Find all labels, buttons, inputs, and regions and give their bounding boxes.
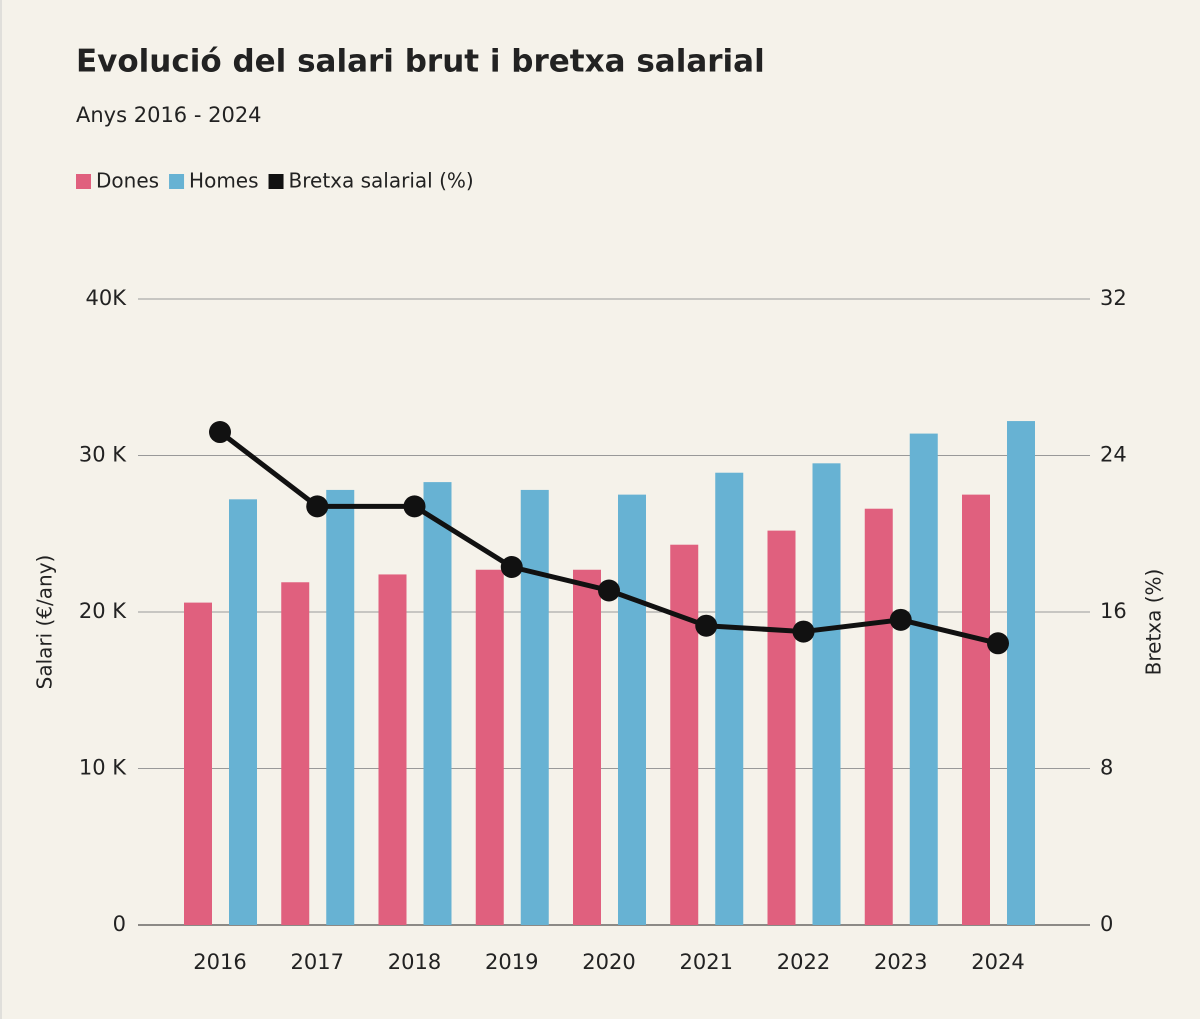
bar bbox=[573, 569, 601, 925]
bar bbox=[520, 489, 549, 925]
line-point bbox=[792, 620, 815, 643]
y2-tick-label: 8 bbox=[1100, 756, 1113, 780]
bar bbox=[767, 530, 796, 925]
y2-tick-label: 32 bbox=[1100, 286, 1127, 310]
legend-label: Bretxa salarial (%) bbox=[289, 169, 474, 193]
legend-label: Dones bbox=[96, 169, 159, 193]
bar bbox=[670, 544, 699, 925]
bar bbox=[1007, 421, 1035, 925]
y2-tick-label: 0 bbox=[1100, 912, 1113, 936]
bar bbox=[962, 494, 990, 925]
line-point bbox=[598, 579, 620, 602]
y2-tick-label: 24 bbox=[1100, 443, 1127, 467]
bar bbox=[715, 472, 744, 925]
y-tick-label: 20 K bbox=[79, 599, 127, 623]
bar bbox=[864, 508, 893, 925]
chart-title: Evolució del salari brut i bretxa salari… bbox=[76, 44, 765, 80]
y-axis-label: Salari (€/any) bbox=[33, 555, 57, 690]
x-tick-label: 2021 bbox=[680, 950, 733, 974]
y-tick-label: 0 bbox=[113, 912, 126, 936]
bar bbox=[229, 499, 257, 925]
x-tick-label: 2022 bbox=[777, 950, 830, 974]
legend-swatch bbox=[169, 174, 185, 189]
bar bbox=[326, 489, 355, 925]
line-point bbox=[695, 614, 718, 637]
legend-label: Homes bbox=[189, 169, 258, 193]
bar bbox=[909, 433, 938, 925]
line-point bbox=[500, 556, 523, 579]
line-point bbox=[209, 421, 231, 444]
line-point bbox=[987, 632, 1009, 655]
legend-swatch bbox=[268, 174, 284, 189]
legend-swatch bbox=[76, 174, 91, 189]
bar bbox=[281, 582, 310, 925]
x-tick-label: 2023 bbox=[874, 950, 927, 974]
bar bbox=[812, 463, 841, 925]
bar bbox=[618, 494, 646, 925]
bar bbox=[423, 482, 452, 925]
bar bbox=[378, 574, 407, 925]
y-tick-label: 40K bbox=[86, 286, 128, 310]
chart-subtitle: Anys 2016 - 2024 bbox=[76, 103, 262, 127]
x-tick-label: 2018 bbox=[388, 950, 441, 974]
legend: Dones Homes Bretxa salarial (%) bbox=[76, 169, 474, 193]
bar bbox=[184, 602, 212, 925]
x-tick-label: 2020 bbox=[582, 950, 635, 974]
x-tick-label: 2016 bbox=[193, 950, 246, 974]
y2-axis-label: Bretxa (%) bbox=[1142, 569, 1166, 676]
x-tick-label: 2024 bbox=[971, 950, 1024, 974]
x-tick-label: 2019 bbox=[485, 950, 538, 974]
y-tick-label: 30 K bbox=[79, 443, 127, 467]
line-point bbox=[403, 495, 426, 518]
line-point bbox=[889, 608, 912, 631]
y2-tick-label: 16 bbox=[1100, 599, 1127, 623]
y-tick-label: 10 K bbox=[79, 756, 127, 780]
x-tick-label: 2017 bbox=[291, 950, 344, 974]
bar bbox=[475, 569, 504, 925]
line-point bbox=[306, 495, 329, 518]
